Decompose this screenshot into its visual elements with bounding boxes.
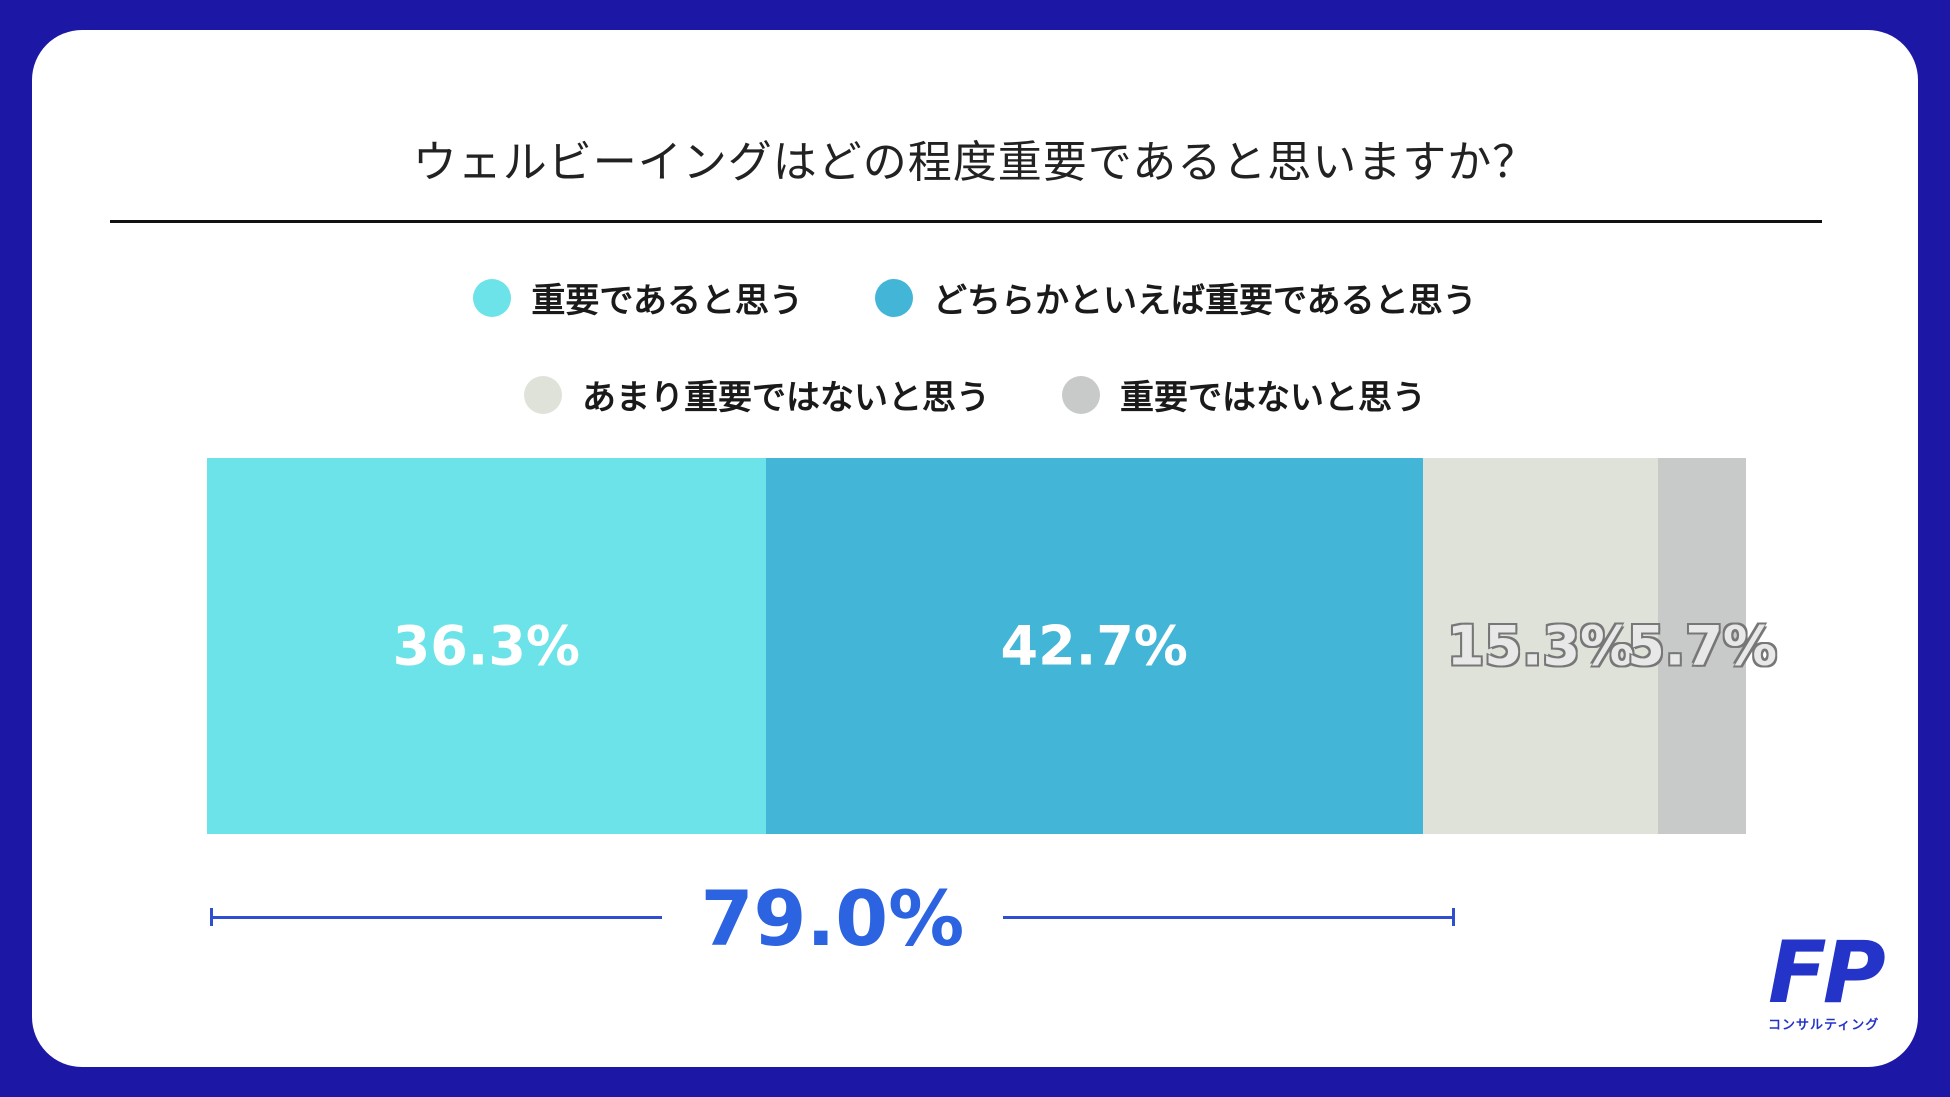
legend-item-important: 重要であると思う bbox=[473, 273, 803, 322]
legend-item-not-important: 重要ではないと思う bbox=[1062, 370, 1426, 419]
fp-consulting-logo: FP コンサルティング bbox=[1768, 930, 1918, 1050]
legend-row-1: 重要であると思う どちらかといえば重要であると思う bbox=[32, 273, 1918, 322]
bracket-tick-right bbox=[1452, 908, 1455, 926]
legend-label: あまり重要ではないと思う bbox=[582, 378, 990, 418]
legend-label: 重要ではないと思う bbox=[1120, 378, 1426, 418]
legend-swatch-not-important bbox=[1062, 375, 1100, 414]
bar-segment-not-important: 5.7% bbox=[1627, 458, 1777, 834]
bar-value-label: 36.3% bbox=[392, 614, 580, 678]
chart-card: ウェルビーイングはどの程度重要であると思いますか？ 重要であると思う どちらかと… bbox=[32, 30, 1918, 1067]
bar-value-label: 42.7% bbox=[1000, 614, 1188, 678]
legend-label: 重要であると思う bbox=[531, 281, 803, 321]
legend-swatch-important bbox=[473, 278, 512, 317]
legend-label: どちらかといえば重要であると思う bbox=[933, 281, 1477, 321]
bar-value-label: 15.3% bbox=[1446, 614, 1635, 678]
chart-title: ウェルビーイングはどの程度重要であると思いますか？ bbox=[412, 137, 1538, 188]
combined-total-label: 79.0% bbox=[700, 874, 965, 963]
bracket-line-left bbox=[210, 916, 662, 919]
bar-segment-important: 36.3% bbox=[207, 458, 766, 834]
bracket-line-right bbox=[1003, 916, 1455, 919]
title-divider bbox=[110, 220, 1822, 223]
combined-total-bracket: 79.0% bbox=[210, 874, 1455, 963]
legend-item-somewhat-important: どちらかといえば重要であると思う bbox=[875, 273, 1477, 322]
logo-letters: FP bbox=[1768, 923, 1886, 1023]
bar-value-label: 5.7% bbox=[1627, 614, 1777, 678]
logo-subtitle: コンサルティング bbox=[1768, 1018, 1880, 1033]
legend-item-not-very-important: あまり重要ではないと思う bbox=[524, 370, 990, 419]
bar-segment-somewhat-important: 42.7% bbox=[765, 458, 1423, 834]
legend-swatch-not-very-important bbox=[524, 375, 562, 414]
legend-swatch-somewhat-important bbox=[875, 278, 913, 317]
legend-row-2: あまり重要ではないと思う 重要ではないと思う bbox=[32, 370, 1918, 419]
bar-segment-not-very-important: 15.3% bbox=[1422, 458, 1659, 834]
stacked-bar: 36.3% 42.7% 15.3% 5.7% bbox=[207, 458, 1777, 834]
